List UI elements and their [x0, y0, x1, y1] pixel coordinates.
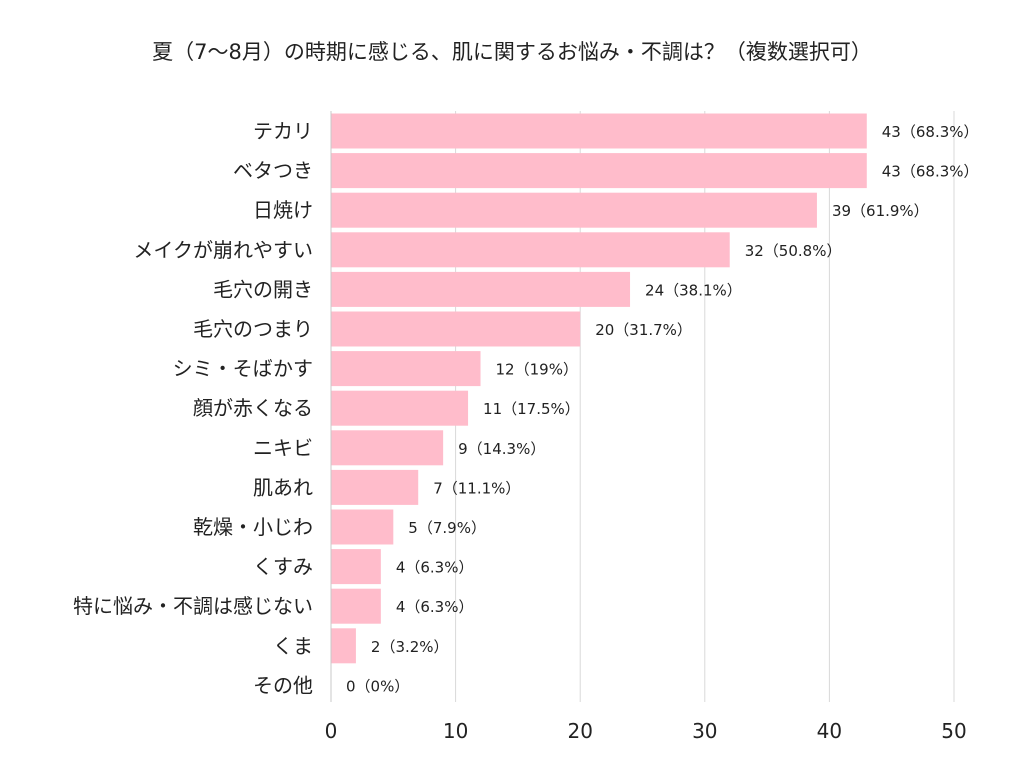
bar	[331, 271, 631, 307]
data-label: 24（38.1%）	[645, 281, 742, 299]
bar	[331, 232, 730, 268]
x-tick-label: 10	[443, 719, 468, 743]
data-label: 4（6.3%）	[396, 559, 474, 577]
data-label: 20（31.7%）	[595, 321, 692, 339]
x-tick-label: 50	[941, 719, 966, 743]
data-label: 4（6.3%）	[396, 598, 474, 616]
data-label: 32（50.8%）	[745, 242, 842, 260]
category-label: シミ・そばかす	[173, 357, 313, 381]
category-label: ニキビ	[253, 436, 313, 460]
x-tick-label: 0	[325, 719, 338, 743]
data-label: 11（17.5%）	[483, 400, 580, 418]
data-label: 2（3.2%）	[371, 638, 449, 656]
category-label: くすみ	[253, 555, 313, 579]
data-label: 5（7.9%）	[408, 519, 486, 537]
category-label: その他	[253, 673, 313, 697]
data-label: 43（68.3%）	[882, 163, 979, 181]
bar	[331, 628, 356, 664]
data-label: 7（11.1%）	[433, 479, 520, 497]
data-label: 9（14.3%）	[458, 440, 545, 458]
category-label: 顔が赤くなる	[193, 396, 313, 420]
category-label: 日焼け	[253, 198, 313, 222]
x-tick-label: 40	[817, 719, 842, 743]
bar	[331, 588, 381, 624]
x-tick-label: 20	[567, 719, 592, 743]
category-label: 肌あれ	[253, 475, 313, 499]
bar	[331, 509, 394, 545]
category-label: 毛穴のつまり	[193, 317, 313, 341]
bar	[331, 351, 481, 387]
bar	[331, 390, 469, 426]
bar	[331, 192, 817, 228]
data-label: 12（19%）	[496, 361, 578, 379]
category-label: メイクが崩れやすい	[133, 238, 313, 262]
category-label: テカリ	[253, 119, 313, 143]
data-label: 43（68.3%）	[882, 123, 979, 141]
category-label: 特に悩み・不調は感じない	[73, 594, 313, 618]
category-label: 乾燥・小じわ	[193, 515, 313, 539]
x-tick-label: 30	[692, 719, 717, 743]
bar	[331, 549, 381, 585]
data-label: 39（61.9%）	[832, 202, 929, 220]
category-label: 毛穴の開き	[213, 277, 313, 301]
chart-title: 夏（7〜8月）の時期に感じる、肌に関するお悩み・不調は？（複数選択可）	[152, 40, 872, 64]
category-label: くま	[273, 634, 313, 658]
bar	[331, 113, 867, 149]
category-label: ベタつき	[233, 159, 313, 183]
bar	[331, 430, 444, 466]
bar	[331, 153, 867, 189]
data-label: 0（0%）	[346, 677, 409, 695]
bar	[331, 311, 581, 347]
bar	[331, 469, 419, 505]
